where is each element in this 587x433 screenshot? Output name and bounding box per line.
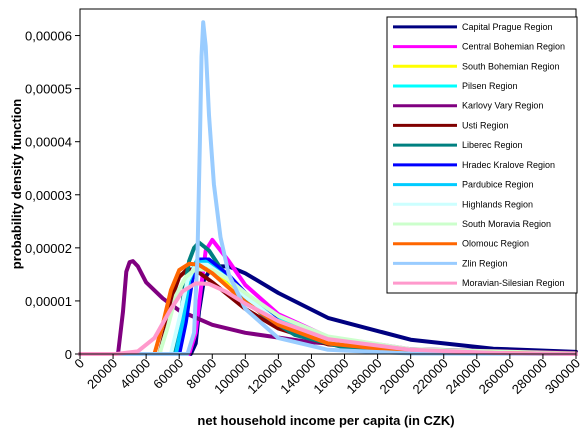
legend-label: Zlin Region [462,258,508,268]
legend-label: Liberec Region [462,140,523,150]
x-tick-label: 160000 [310,356,351,397]
legend-label: Capital Prague Region [462,22,553,32]
x-tick-label: 100000 [211,356,252,397]
x-tick-label: 0 [71,356,87,372]
x-tick-label: 300000 [542,356,583,397]
legend-label: Pardubice Region [462,180,534,190]
y-tick-label: 0,00006 [25,29,72,44]
x-tick-label: 220000 [410,356,451,397]
x-tick-label: 20000 [84,356,120,392]
y-axis-label: probability density function [9,99,24,270]
x-axis: 0200004000060000800001000001200001400001… [71,354,583,397]
x-axis-label: net household income per capita (in CZK) [197,413,454,428]
legend-label: Central Bohemian Region [462,42,565,52]
x-tick-label: 140000 [277,356,318,397]
legend-label: Usti Region [462,120,509,130]
x-tick-label: 120000 [244,356,285,397]
legend-box [386,16,578,294]
x-tick-label: 260000 [476,356,517,397]
legend-label: Highlands Region [462,199,533,209]
x-tick-label: 200000 [376,356,417,397]
x-tick-label: 280000 [509,356,550,397]
y-tick-label: 0,00001 [25,294,72,309]
y-tick-label: 0,00005 [25,82,72,97]
series-line [78,267,578,356]
legend-label: Hradec Kralove Region [462,160,555,170]
legend-label: Moravian-Silesian Region [462,278,565,288]
series-line [78,281,578,356]
legend-label: Pilsen Region [462,81,518,91]
y-tick-label: 0,00004 [25,135,72,150]
x-tick-label: 240000 [443,356,484,397]
legend: Capital Prague Region Central Bohemian Re… [386,16,578,294]
x-tick-label: 40000 [117,356,153,392]
y-axis: 0 0,00001 0,00002 0,00003 0,00004 0,00005 0,00… [25,29,80,362]
plot-lines [78,20,578,356]
legend-label: Karlovy Vary Region [462,101,543,111]
x-tick-label: 180000 [343,356,384,397]
y-tick-label: 0 [65,347,72,362]
legend-label: South Moravia Region [462,219,551,229]
x-tick-label: 60000 [150,356,186,392]
legend-label: South Bohemian Region [462,61,560,71]
y-tick-label: 0,00003 [25,188,72,203]
legend-label: Olomouc Region [462,239,529,249]
y-tick-label: 0,00002 [25,241,72,256]
